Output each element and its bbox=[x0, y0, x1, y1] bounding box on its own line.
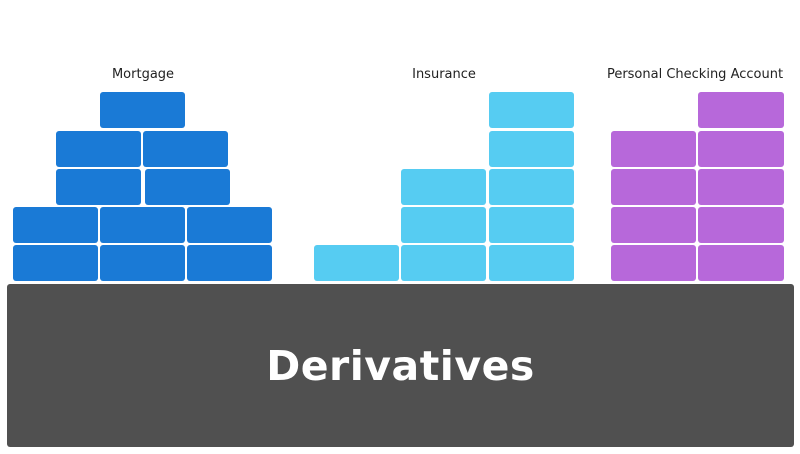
personal-checking-brick bbox=[611, 207, 696, 243]
insurance-brick bbox=[489, 245, 574, 281]
mortgage-brick bbox=[56, 169, 141, 205]
personal-checking-brick bbox=[698, 207, 784, 243]
derivatives-base: Derivatives bbox=[7, 284, 794, 447]
mortgage-brick bbox=[187, 207, 272, 243]
mortgage-brick bbox=[143, 131, 228, 167]
personal-checking-brick bbox=[698, 131, 784, 167]
derivatives-title: Derivatives bbox=[266, 341, 535, 390]
insurance-brick bbox=[314, 245, 399, 281]
insurance-brick bbox=[489, 92, 574, 128]
mortgage-brick bbox=[145, 169, 230, 205]
personal-checking-brick bbox=[698, 245, 784, 281]
insurance-label: Insurance bbox=[412, 67, 476, 82]
insurance-brick bbox=[401, 169, 486, 205]
mortgage-brick bbox=[56, 131, 141, 167]
mortgage-brick bbox=[100, 92, 185, 128]
personal-checking-brick bbox=[611, 245, 696, 281]
insurance-brick bbox=[401, 245, 486, 281]
mortgage-label: Mortgage bbox=[111, 67, 175, 82]
mortgage-brick bbox=[13, 245, 98, 281]
personal-checking-brick bbox=[698, 92, 784, 128]
personal-checking-brick bbox=[611, 131, 696, 167]
mortgage-brick bbox=[187, 245, 272, 281]
mortgage-brick bbox=[100, 207, 185, 243]
mortgage-brick bbox=[13, 207, 98, 243]
personal-checking-brick bbox=[698, 169, 784, 205]
insurance-brick bbox=[401, 207, 486, 243]
mortgage-brick bbox=[100, 245, 185, 281]
insurance-brick bbox=[489, 131, 574, 167]
insurance-brick bbox=[489, 169, 574, 205]
insurance-brick bbox=[489, 207, 574, 243]
personal-checking-brick bbox=[611, 169, 696, 205]
personal-checking-account-label: Personal Checking Account bbox=[606, 67, 784, 82]
